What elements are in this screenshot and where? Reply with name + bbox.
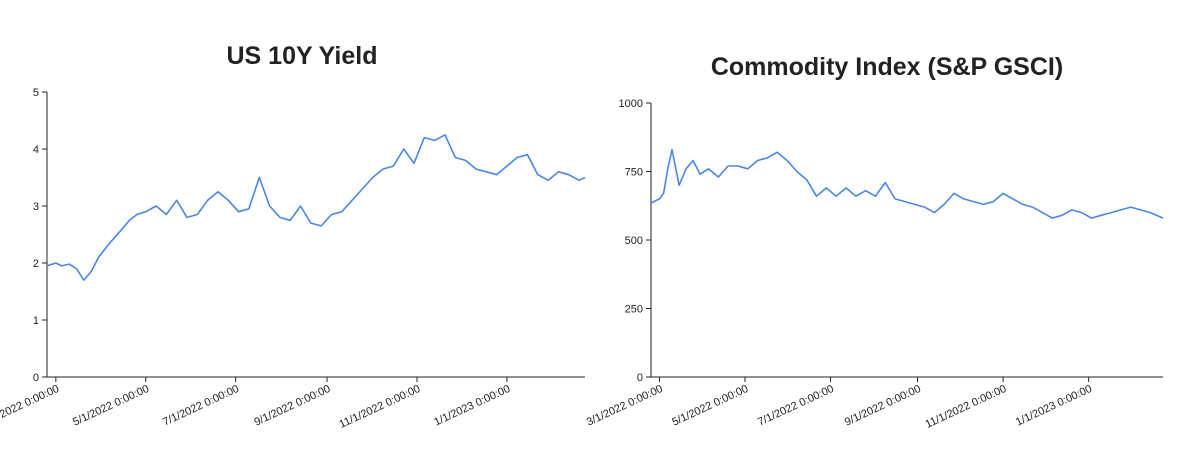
x-tick-label: 5/1/2022 0:00:00 (670, 383, 750, 429)
yield-chart-svg: 0 1 2 3 4 5 3/1/2022 0:00:00 5/1/2022 0:00:00 7/… (0, 87, 586, 431)
y-tick-label: 2 (33, 258, 39, 270)
y-tick-label: 3 (33, 201, 39, 213)
y-tick-label: 750 (625, 167, 643, 179)
x-tick-label: 3/1/2022 0:00:00 (585, 383, 665, 429)
x-tick-label: 5/1/2022 0:00:00 (71, 383, 151, 429)
chart-title: Commodity Index (S&P GSCI) (710, 53, 1064, 81)
x-tick-label: 11/1/2022 0:00:00 (924, 383, 1009, 431)
y-tick-label: 1000 (619, 98, 643, 110)
chart-title: US 10Y Yield (226, 42, 378, 70)
x-tick-label: 3/1/2022 0:00:00 (0, 383, 61, 429)
x-tick-label: 1/1/2023 0:00:00 (1014, 383, 1094, 429)
x-tick-label: 9/1/2022 0:00:00 (252, 383, 332, 429)
series-line (650, 148, 1164, 219)
yield-chart-panel: US 10Y Yield 0 1 2 3 4 5 3/1/2022 0:00:00 5/1/2… (0, 0, 595, 455)
y-tick-label: 0 (637, 372, 643, 384)
x-tick-label: 7/1/2022 0:00:00 (161, 383, 241, 429)
commodity-chart-svg: 0 250 500 750 1000 3/1/2022 0:00:00 5/1/2022 0… (585, 98, 1164, 431)
series-line (46, 134, 586, 281)
x-tick-label: 1/1/2023 0:00:00 (432, 383, 512, 429)
y-tick-label: 500 (625, 235, 643, 247)
y-tick-label: 1 (33, 315, 39, 327)
x-tick-label: 11/1/2022 0:00:00 (338, 383, 423, 431)
y-tick-label: 5 (33, 87, 39, 99)
x-tick-label: 9/1/2022 0:00:00 (843, 383, 923, 429)
commodity-chart-panel: Commodity Index (S&P GSCI) 0 250 500 750 100… (585, 0, 1191, 455)
y-tick-label: 0 (33, 372, 39, 384)
y-tick-label: 4 (33, 144, 39, 156)
y-tick-label: 250 (625, 304, 643, 316)
x-tick-label: 7/1/2022 0:00:00 (756, 383, 836, 429)
